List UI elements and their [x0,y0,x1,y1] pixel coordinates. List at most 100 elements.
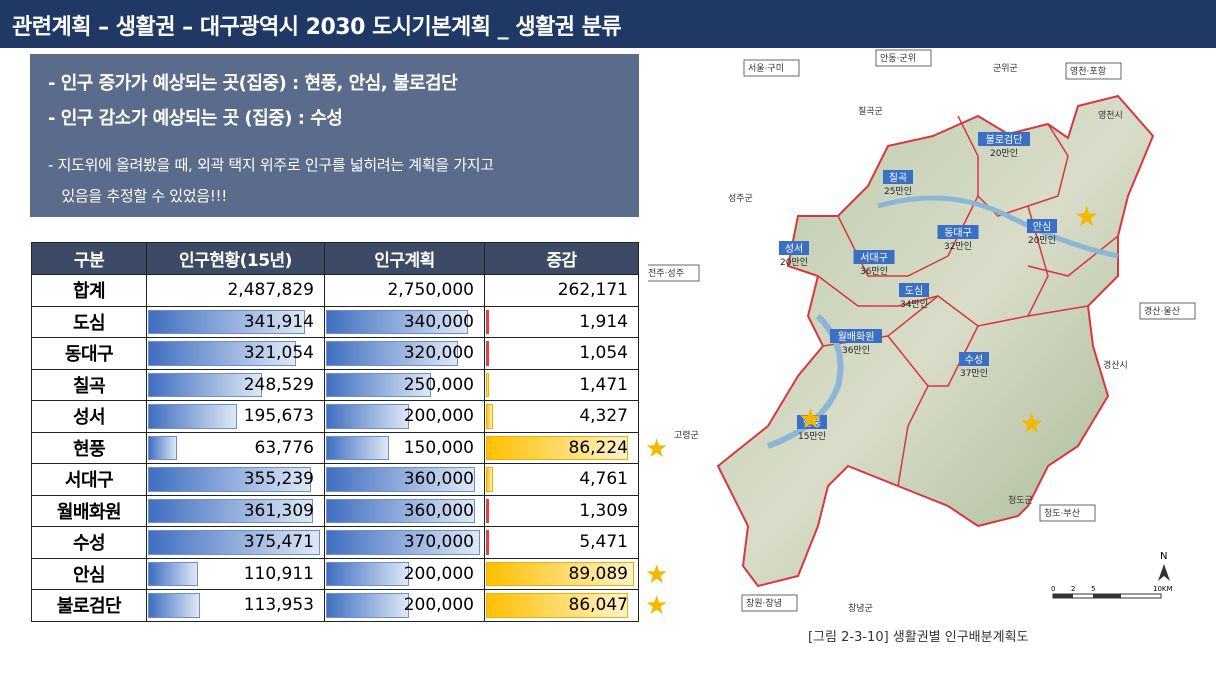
star-icon: ★ [1019,407,1044,440]
current-pop-value: 113,953 [243,595,314,615]
scale-label: 10KM [1153,585,1173,593]
plan-pop-cell: 150,000 [324,431,485,464]
table-row: 성서 195,673 200,000 4,327 [31,400,639,433]
change-bar [486,372,489,397]
district-name-cell: 수성 [31,526,147,559]
table-row: 월배화원 361,309 360,000 1,309 [31,494,639,527]
plan-pop-value: 150,000 [403,437,474,458]
district-border [897,385,929,487]
change-bar [486,341,489,366]
plan-pop-bar [326,435,389,460]
plan-pop-cell: 340,000 [324,305,485,338]
plan-pop-bar [326,309,468,334]
plan-pop-value: 320,000 [403,343,474,363]
current-pop-value: 375,471 [243,532,314,552]
change-bar [486,404,493,429]
table-row: 불로검단 113,953 200,000 86,047 [31,589,639,622]
plan-pop-value: 200,000 [403,595,474,615]
current-pop-value: 355,239 [243,469,314,489]
current-pop-value: 341,914 [243,311,314,332]
table-header-row: 구분 인구현황(15년) 인구계획 증감 [31,242,639,275]
district-border [1027,305,1089,317]
summary-box: - 인구 증가가 예상되는 곳(집중) : 현풍, 안심, 불로검단 - 인구 … [30,54,639,217]
scale-label: 2 [1071,585,1075,593]
current-pop-bar [148,372,262,397]
scale-bar: 0 2 5 10KM [1051,585,1173,599]
outer-region-label: 청도군 [1008,495,1033,506]
current-pop-value: 63,776 [254,437,314,458]
table-row: 수성 375,471 370,000 5,471 [31,526,639,559]
current-pop-cell: 63,776 [146,431,325,464]
map-caption: [그림 2-3-10] 생활권별 인구배분계획도 [808,630,1029,645]
change-bar [486,309,489,334]
outer-region-label: 군위군 [993,63,1018,74]
district-border [1027,235,1119,277]
change-cell: 5,471 [484,526,639,559]
current-pop-cell: 2,487,829 [146,274,325,307]
plan-pop-bar [326,341,458,366]
plan-pop-value: 200,000 [403,406,474,426]
district-label: 칠곡 [889,172,907,184]
change-cell: 86,047 [484,589,639,622]
column-header-plan-pop: 인구계획 [324,242,485,275]
river [877,195,1119,259]
change-bar [486,561,634,586]
outer-region-label: 경산시 [1103,359,1128,371]
district-name-cell: 서대구 [31,463,147,496]
change-value: 4,761 [579,469,628,489]
change-value: 89,089 [568,563,628,584]
change-value: 86,224 [568,437,628,458]
district-label: 현풍 [803,417,821,429]
change-cell: 1,309 [484,494,639,527]
district-label: 도심 [905,285,923,297]
star-icon: ★ [645,433,669,464]
change-value: 1,914 [579,311,628,332]
change-value: 1,471 [579,374,628,395]
table-row: 칠곡 248,529 250,000 1,471 [31,368,639,401]
district-name-cell: 현풍 [31,431,147,464]
outer-region-label: 전주·성주 [648,268,684,279]
district-border [957,115,1069,217]
outer-region-label: 칠곡군 [858,106,883,117]
plan-pop-value: 250,000 [403,374,474,395]
plan-pop-cell: 370,000 [324,526,485,559]
change-cell: 1,054 [484,337,639,370]
district-label: 수성 [965,354,983,366]
current-pop-value: 2,487,829 [227,280,314,300]
current-pop-bar [148,530,320,555]
outer-region-label: 영천·포항 [1070,66,1106,77]
district-name-cell: 합계 [31,274,147,307]
current-pop-bar [148,404,237,429]
district-name-cell: 칠곡 [31,368,147,401]
plan-pop-bar [326,467,475,492]
district-name-cell: 동대구 [31,337,147,370]
outer-region-label: 성주군 [728,193,753,204]
change-bar [486,435,628,460]
plan-pop-bar [326,404,409,429]
current-pop-cell: 113,953 [146,589,325,622]
change-cell: 1,471 [484,368,639,401]
outer-region-label: 고령군 [674,429,699,441]
change-bar [486,498,489,523]
district-population: 20만인 [990,148,1018,159]
district-population: 20만인 [1028,235,1056,246]
scale-label: 0 [1051,585,1055,593]
north-arrow-icon [1158,564,1170,581]
district-name-cell: 불로검단 [31,589,147,622]
plan-pop-cell: 320,000 [324,337,485,370]
star-icon: ★ [1074,200,1099,233]
table-row: 합계 2,487,829 2,750,000 262,171 [31,274,639,307]
current-pop-value: 110,911 [243,563,314,584]
current-pop-cell: 248,529 [146,368,325,401]
district-label: 서대구 [860,252,888,264]
column-header-change: 증감 [484,242,639,275]
current-pop-bar [148,498,313,523]
current-pop-bar [148,561,198,586]
summary-note: - 지도위에 올려봤을 때, 외곽 택지 위주로 인구를 넓히려는 계획을 가지… [48,150,628,212]
page-header: 관련계획 – 생활권 – 대구광역시 2030 도시기본계획 _ 생활권 분류 [0,0,1216,48]
plan-pop-value: 340,000 [403,311,474,332]
outer-region-label: 창녕군 [848,603,873,614]
district-name-cell: 성서 [31,400,147,433]
